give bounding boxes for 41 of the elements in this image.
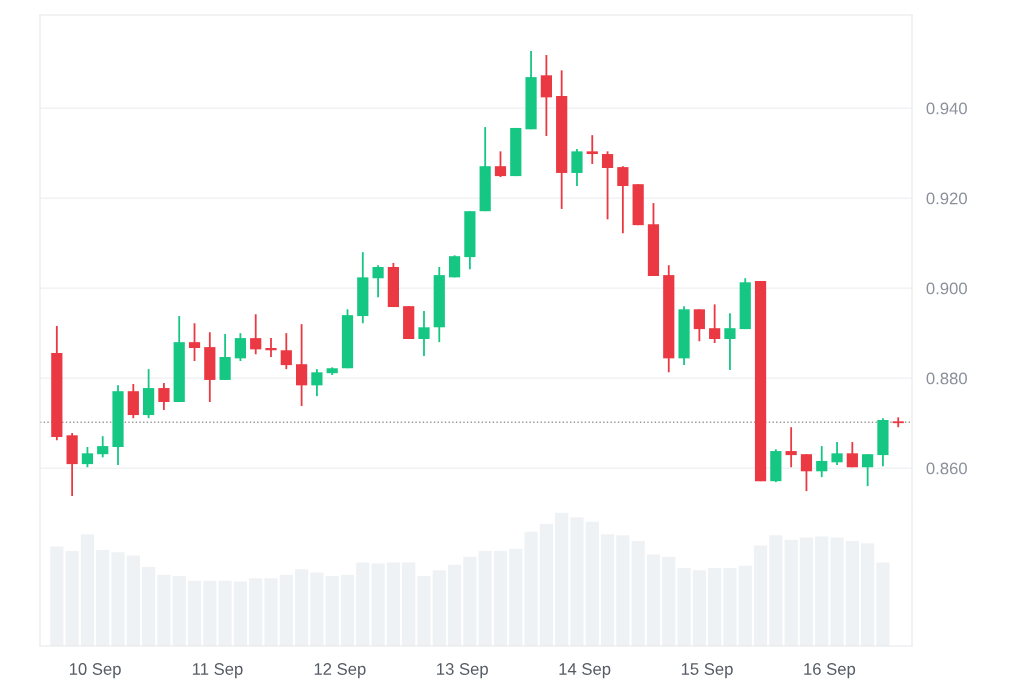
candlestick bbox=[846, 441, 858, 469]
y-tick-label: 0.880 bbox=[926, 372, 967, 385]
candlestick bbox=[219, 333, 231, 381]
candlestick bbox=[158, 382, 170, 412]
candlestick bbox=[816, 445, 828, 479]
candlestick bbox=[693, 308, 705, 343]
candlestick bbox=[586, 134, 598, 165]
candlestick bbox=[250, 313, 262, 356]
candlestick bbox=[372, 264, 384, 299]
x-tick-label: 15 Sep bbox=[681, 663, 733, 679]
candlestick bbox=[601, 150, 614, 221]
candlestick bbox=[709, 303, 721, 344]
candlestick bbox=[800, 453, 813, 493]
candlestick bbox=[265, 337, 277, 358]
y-tick-label: 0.920 bbox=[926, 192, 967, 205]
x-tick-label: 12 Sep bbox=[314, 663, 366, 679]
candlestick bbox=[494, 150, 507, 178]
y-tick-label: 0.860 bbox=[926, 462, 967, 475]
y-tick-label: 0.940 bbox=[926, 102, 967, 115]
x-tick-label: 11 Sep bbox=[192, 663, 243, 679]
candlestick bbox=[617, 165, 629, 235]
x-tick-label: 13 Sep bbox=[437, 663, 488, 679]
y-tick-label: 0.900 bbox=[926, 282, 967, 295]
x-tick-label: 10 Sep bbox=[69, 663, 121, 679]
candlestick bbox=[97, 435, 109, 459]
candlestick bbox=[831, 441, 843, 466]
candlestick bbox=[540, 54, 552, 137]
x-tick-label: 16 Sep bbox=[804, 663, 856, 679]
candlestick bbox=[785, 426, 797, 469]
candlestick bbox=[571, 148, 583, 187]
candlestick bbox=[127, 383, 139, 420]
candlestick bbox=[862, 453, 874, 488]
candlestick bbox=[188, 322, 201, 362]
candlestick bbox=[295, 323, 308, 407]
candlestick bbox=[311, 368, 323, 398]
candlestick bbox=[280, 332, 292, 371]
candlestick bbox=[234, 332, 247, 362]
x-tick-label: 14 Sep bbox=[559, 663, 611, 679]
candlestick bbox=[418, 310, 430, 358]
candlestick bbox=[724, 312, 736, 371]
candlestick bbox=[81, 446, 94, 469]
